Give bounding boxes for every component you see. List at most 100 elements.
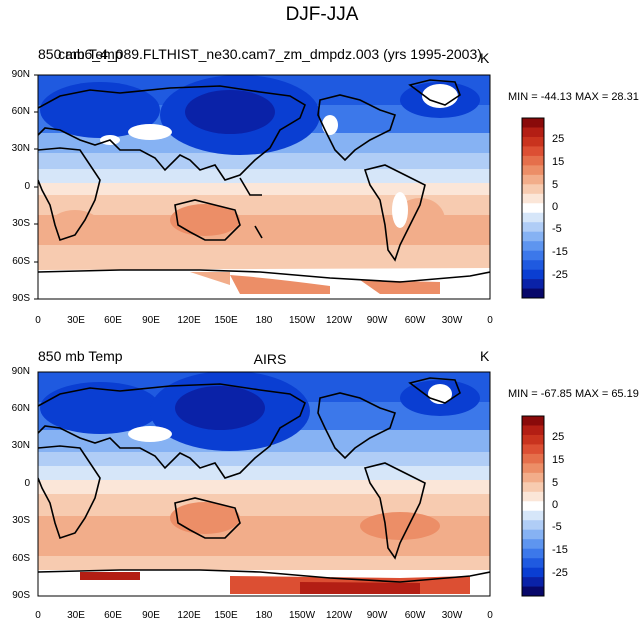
colorbar-tick: 5 — [552, 179, 559, 191]
colorbar-tick: 0 — [552, 499, 559, 511]
colorbar-swatch — [522, 250, 544, 261]
lat-tick: 90S — [12, 590, 30, 601]
panel-left-label: 850 mb Temp — [38, 348, 123, 364]
lat-tick: 30S — [12, 515, 30, 526]
colorbar-swatch — [522, 222, 544, 232]
colorbar-swatch — [522, 174, 544, 185]
lat-tick: 60S — [12, 553, 30, 564]
lon-tick: 120E — [177, 315, 201, 326]
colorbar-swatch — [522, 279, 544, 289]
colorbar-swatch — [522, 269, 544, 280]
colorbar-swatch — [522, 416, 544, 426]
lon-tick: 60E — [104, 610, 122, 621]
colorbar-swatch — [522, 136, 544, 147]
colorbar-tick: -5 — [552, 223, 562, 235]
colorbar-swatch — [522, 165, 544, 176]
colorbar-swatch — [522, 529, 544, 540]
colorbar-swatch — [522, 434, 544, 445]
colorbar-tick: -25 — [552, 269, 568, 281]
map-plot — [37, 371, 491, 597]
lon-tick: 0 — [35, 610, 41, 621]
lon-tick: 150W — [288, 315, 316, 326]
lon-tick: 180 — [255, 315, 273, 326]
colorbar-tick: 25 — [552, 133, 565, 145]
colorbar-tick: -15 — [552, 246, 568, 258]
colorbar-swatch — [522, 444, 544, 455]
colorbar-swatch — [522, 203, 544, 214]
lon-tick: 120W — [325, 315, 353, 326]
lon-tick: 30E — [67, 315, 85, 326]
lon-tick: 60W — [404, 315, 426, 326]
panel-center-label: AIRS — [253, 351, 287, 367]
lon-tick: 30E — [67, 610, 85, 621]
lon-tick: 180 — [255, 610, 273, 621]
colorbar-swatch — [522, 231, 544, 242]
colorbar-swatches — [522, 416, 544, 597]
colorbar-swatches — [522, 118, 544, 299]
colorbar-swatch — [522, 453, 544, 464]
min-max-readout: MIN = -67.85 MAX = 65.19 — [508, 388, 639, 400]
colorbar-swatch — [522, 184, 544, 195]
colorbar-swatch — [522, 146, 544, 157]
colorbar-swatch — [522, 539, 544, 549]
lon-tick: 0 — [487, 315, 493, 326]
lat-tick: 90S — [12, 293, 30, 304]
figure-title: DJF-JJA — [285, 4, 359, 25]
lon-tick: 150W — [288, 610, 316, 621]
lat-tick: 30N — [11, 143, 30, 154]
map-panel-airs: 850 mb Temp AIRS K MIN = -67.85 MAX = 65… — [0, 296, 644, 601]
colorbar-swatch — [522, 127, 544, 138]
colorbar-swatch — [522, 260, 544, 270]
colorbar-swatch — [522, 567, 544, 578]
colorbar-swatch — [522, 548, 544, 559]
lon-tick: 150E — [214, 315, 238, 326]
colorbar-swatch — [522, 482, 544, 493]
lon-tick: 120E — [177, 610, 201, 621]
colorbar-tick: 15 — [552, 156, 565, 168]
colorbar-tick: 25 — [552, 431, 565, 443]
colorbar-tick: -15 — [552, 544, 568, 556]
lon-tick: 120W — [325, 610, 353, 621]
lon-tick: 90W — [366, 610, 388, 621]
lat-tick: 60N — [11, 403, 30, 414]
lon-tick: 90E — [142, 610, 160, 621]
colorbar-swatch — [522, 577, 544, 587]
colorbar-swatch — [522, 193, 544, 204]
colorbar-swatch — [522, 472, 544, 483]
colorbar-tick: 15 — [552, 454, 565, 466]
colorbar-swatch — [522, 558, 544, 568]
lon-tick: 0 — [35, 315, 41, 326]
lat-tick: 0 — [24, 181, 30, 192]
lat-tick: 30N — [11, 440, 30, 451]
colorbar-swatch — [522, 288, 544, 299]
lat-tick: 90N — [11, 69, 30, 80]
colorbar-swatch — [522, 155, 544, 166]
lon-tick: 30W — [441, 315, 463, 326]
lat-tick: 0 — [24, 478, 30, 489]
colorbar-swatch — [522, 491, 544, 502]
colorbar-tick: -5 — [552, 521, 562, 533]
colorbar-swatch — [522, 520, 544, 530]
map-plot — [34, 74, 491, 300]
colorbar-swatch — [522, 425, 544, 436]
lon-tick: 60E — [104, 315, 122, 326]
colorbar-swatch — [522, 501, 544, 512]
colorbar-tick: -25 — [552, 567, 568, 579]
panel-units-label: K — [480, 348, 490, 364]
lon-tick: 0 — [487, 610, 493, 621]
lon-tick: 150E — [214, 610, 238, 621]
colorbar — [521, 117, 545, 299]
lon-tick: 90W — [366, 315, 388, 326]
panel-left-label: 850 mb Temp — [38, 46, 123, 62]
colorbar — [521, 415, 545, 597]
panel-units-label: K — [480, 50, 490, 66]
lat-tick: 30S — [12, 218, 30, 229]
lat-tick: 60S — [12, 256, 30, 267]
lon-tick: 30W — [441, 610, 463, 621]
colorbar-swatch — [522, 241, 544, 251]
min-max-readout: MIN = -44.13 MAX = 28.31 — [508, 91, 639, 103]
lat-tick: 60N — [11, 106, 30, 117]
map-panel-model: 850 mb Temp cam6_4_089.FLTHIST_ne30.cam7… — [0, 0, 644, 304]
lat-tick: 90N — [11, 366, 30, 377]
colorbar-tick: 5 — [552, 477, 559, 489]
